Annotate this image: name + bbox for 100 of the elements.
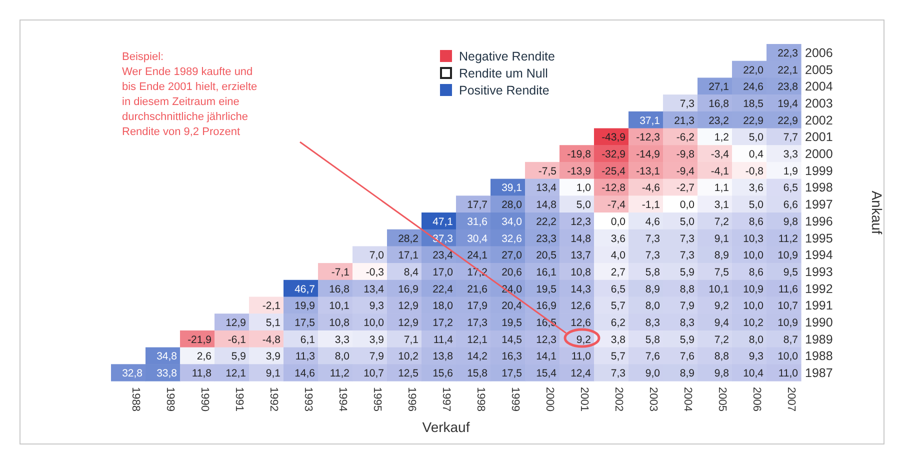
data-label: 10,2 (743, 317, 764, 330)
data-label: 11,8 (192, 368, 212, 380)
x-tick-label: 1992 (267, 387, 280, 412)
data-label: 27,1 (708, 81, 730, 94)
y-tick-label: 2003 (805, 96, 833, 110)
data-label: 9,8 (783, 216, 798, 228)
data-label: -6,2 (676, 132, 695, 144)
y-tick-label: 1998 (805, 180, 833, 195)
data-label: 6,2 (610, 317, 626, 330)
data-label: 16,9 (398, 283, 419, 296)
data-label: 3,9 (266, 350, 281, 363)
data-label: -25,4 (602, 165, 626, 178)
data-label: 24,1 (467, 250, 488, 262)
x-tick-label: 1999 (508, 387, 521, 412)
data-label: 10,4 (743, 368, 764, 380)
data-label: 13,8 (432, 350, 454, 363)
data-label: -9,8 (676, 148, 695, 161)
data-label: 9,3 (369, 300, 384, 312)
data-label: 20,5 (536, 250, 557, 262)
data-label: 31,6 (467, 216, 488, 228)
data-label: -7,5 (538, 165, 557, 178)
data-label: 8,3 (645, 317, 660, 330)
data-label: 12,9 (398, 317, 419, 330)
data-label: 7,3 (680, 98, 695, 110)
data-label: 13,4 (364, 283, 384, 296)
data-label: 17,2 (432, 317, 454, 330)
y-tick-label: 2004 (805, 80, 833, 94)
data-label: 5,8 (645, 266, 660, 278)
data-label: 3,3 (334, 334, 350, 346)
data-label: 5,1 (266, 317, 281, 330)
x-tick-label: 1989 (164, 387, 176, 412)
data-label: 33,8 (156, 368, 178, 380)
data-label: 22,3 (778, 47, 798, 60)
x-axis-title: Verkauf (422, 419, 470, 435)
data-label: 9,1 (714, 232, 730, 245)
x-tick-label: 2000 (543, 387, 556, 412)
data-label: 14,2 (467, 350, 488, 363)
y-tick-label: 1988 (805, 349, 833, 364)
data-label: 10,0 (778, 350, 798, 363)
data-label: 21,3 (674, 114, 695, 127)
y-tick-label: 1997 (805, 198, 833, 212)
data-label: 11,2 (330, 368, 350, 380)
data-label: 22,9 (743, 114, 764, 127)
data-label: -6,1 (228, 334, 246, 346)
data-label: 7,0 (369, 250, 384, 262)
data-label: 10,1 (708, 283, 730, 296)
data-label: 8,9 (645, 283, 660, 296)
data-label: 7,9 (369, 350, 384, 363)
data-label: 12,5 (398, 368, 419, 380)
data-label: 7,2 (714, 334, 730, 346)
data-label: 16,8 (708, 98, 730, 110)
x-tick-label: 1990 (198, 387, 210, 412)
data-label: 23,8 (778, 81, 798, 94)
data-label: -13,9 (567, 165, 592, 178)
data-label: 7,3 (680, 232, 695, 245)
data-label: 0,0 (610, 216, 626, 228)
data-label: -4,6 (642, 182, 660, 194)
data-label: 3,1 (714, 199, 730, 212)
data-label: 11,0 (778, 368, 798, 380)
data-label: 16,9 (536, 300, 557, 312)
data-label: 24,6 (743, 81, 764, 94)
data-label: 12,1 (467, 334, 488, 346)
data-label: 8,6 (748, 216, 764, 228)
y-tick-label: 1989 (805, 332, 833, 346)
data-label: -32,9 (602, 148, 626, 161)
data-label: 5,9 (680, 334, 695, 346)
data-label: 14,3 (570, 283, 592, 296)
x-tick-label: 1994 (336, 387, 348, 412)
data-label: 9,5 (783, 266, 798, 278)
data-label: 7,5 (714, 266, 730, 278)
data-label: 19,5 (502, 317, 522, 330)
y-tick-label: 2001 (805, 130, 833, 144)
data-label: 17,7 (467, 199, 488, 212)
data-label: 17,5 (294, 317, 316, 330)
data-label: 13,4 (536, 182, 557, 194)
data-label: 7,6 (680, 350, 695, 363)
data-label: 17,5 (502, 368, 522, 380)
x-tick-label: 1997 (440, 387, 452, 412)
x-tick-label: 2001 (578, 387, 590, 412)
data-label: -9,4 (676, 165, 695, 178)
data-label: 37,1 (640, 114, 660, 127)
data-label: 16,3 (502, 350, 522, 363)
data-label: 10,8 (570, 266, 592, 278)
data-label: 11,3 (295, 350, 316, 363)
data-label: 10,9 (778, 250, 798, 262)
data-label: 46,7 (294, 283, 316, 296)
data-label: 11,2 (778, 232, 798, 245)
annotation: Positive Rendite (459, 84, 550, 98)
data-label: 6,5 (783, 182, 798, 194)
data-label: 8,8 (680, 283, 695, 296)
y-tick-label: 1991 (805, 298, 833, 313)
y-tick-label: 1990 (805, 316, 833, 330)
data-label: 1,9 (783, 165, 798, 178)
data-label: 2,7 (610, 266, 626, 278)
data-label: 9,3 (748, 350, 764, 363)
data-label: 7,3 (610, 368, 626, 380)
data-label: 3,6 (748, 182, 764, 194)
data-label: 21,6 (467, 283, 488, 296)
y-tick-label: 1995 (805, 231, 833, 246)
data-label: 8,7 (783, 334, 798, 346)
